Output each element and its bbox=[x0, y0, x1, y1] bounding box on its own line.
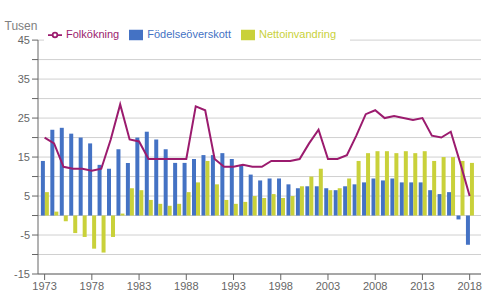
svg-text:-5: -5 bbox=[20, 229, 30, 241]
svg-text:1978: 1978 bbox=[80, 280, 104, 292]
svg-text:1973: 1973 bbox=[32, 280, 56, 292]
html-text:Folkökning: Folkökning bbox=[66, 28, 120, 40]
svg-text:1983: 1983 bbox=[127, 280, 151, 292]
svg-text:2013: 2013 bbox=[410, 280, 434, 292]
svg-text:Tusen: Tusen bbox=[5, 19, 38, 33]
svg-text:35: 35 bbox=[18, 73, 30, 85]
svg-text:1988: 1988 bbox=[174, 280, 198, 292]
svg-text:-15: -15 bbox=[14, 268, 30, 280]
svg-text:25: 25 bbox=[18, 112, 30, 124]
svg-text:2018: 2018 bbox=[457, 280, 481, 292]
svg-text:1998: 1998 bbox=[269, 280, 293, 292]
html-text:Födelseöverskott: Födelseöverskott bbox=[147, 28, 231, 40]
svg-text:1993: 1993 bbox=[221, 280, 245, 292]
svg-text:45: 45 bbox=[18, 34, 30, 46]
svg-text:5: 5 bbox=[24, 190, 30, 202]
html-text:Nettoinvandring: Nettoinvandring bbox=[259, 28, 336, 40]
svg-text:2003: 2003 bbox=[316, 280, 340, 292]
svg-text:15: 15 bbox=[18, 151, 30, 163]
svg-text:2008: 2008 bbox=[363, 280, 387, 292]
